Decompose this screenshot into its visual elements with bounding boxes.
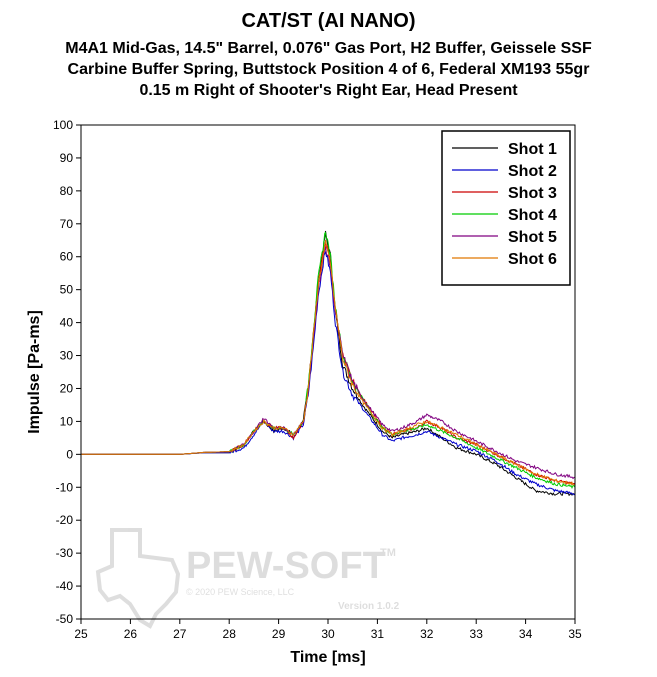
- y-tick-label: 10: [60, 414, 74, 428]
- legend-label-shot-6: Shot 6: [508, 251, 557, 268]
- series-line-shot-6: [81, 239, 576, 486]
- x-tick-label: 26: [124, 627, 138, 641]
- x-tick-label: 29: [272, 627, 286, 641]
- y-tick-label: -30: [56, 546, 74, 560]
- axes-group: 25 26 27 28 29 30 31 32 33 34 35 -50 -40 -30 -20 -10 0 10…: [53, 118, 582, 641]
- x-tick-label: 30: [321, 627, 335, 641]
- chart-subtitle-line-1: M4A1 Mid-Gas, 14.5" Barrel, 0.076" Gas P…: [65, 40, 592, 57]
- legend-box: [441, 130, 571, 286]
- y-tick-label: 80: [60, 184, 74, 198]
- y-tick-label: -50: [56, 612, 74, 626]
- plot-frame: [80, 124, 576, 620]
- legend-label-shot-1: Shot 1: [508, 141, 557, 158]
- legend: Shot 1 Shot 2 Shot 3 Shot 4 Shot 5 Shot 6: [441, 130, 571, 286]
- watermark-brand: PEW-SOFT: [186, 545, 386, 587]
- legend-label-shot-3: Shot 3: [508, 185, 557, 202]
- watermark-trademark: TM: [380, 547, 396, 559]
- y-tick-label: 0: [66, 447, 73, 461]
- watermark: PEW-SOFT TM © 2020 PEW Science, LLC Vers…: [95, 528, 400, 629]
- x-tick-label: 35: [568, 627, 582, 641]
- y-tick-label: 90: [60, 151, 74, 165]
- x-tick-label: 27: [173, 627, 187, 641]
- chart-subtitle-line-3: 0.15 m Right of Shooter's Right Ear, Hea…: [139, 82, 518, 99]
- y-tick-label: 40: [60, 316, 74, 330]
- y-tick-label: 60: [60, 250, 74, 264]
- chart-title: CAT/ST (AI NANO): [241, 10, 416, 32]
- y-tick-label: 50: [60, 283, 74, 297]
- x-axis-label: Time [ms]: [290, 649, 365, 666]
- legend-label-shot-5: Shot 5: [508, 229, 557, 246]
- watermark-version: Version 1.0.2: [338, 601, 400, 612]
- series-group: [81, 230, 576, 497]
- y-axis-label: Impulse [Pa-ms]: [26, 310, 43, 434]
- y-tick-label: -40: [56, 579, 74, 593]
- watermark-copyright: © 2020 PEW Science, LLC: [186, 587, 295, 597]
- x-tick-label: 32: [420, 627, 434, 641]
- x-tick-label: 34: [519, 627, 533, 641]
- texas-outline-icon: [95, 528, 181, 629]
- y-tick-label: -20: [56, 513, 74, 527]
- y-tick-label: 70: [60, 217, 74, 231]
- x-tick-label: 25: [74, 627, 88, 641]
- y-tick-label: 30: [60, 349, 74, 363]
- legend-label-shot-2: Shot 2: [508, 163, 557, 180]
- y-tick-label: 100: [53, 118, 73, 132]
- y-tick-label: 20: [60, 381, 74, 395]
- x-tick-label: 33: [470, 627, 484, 641]
- x-tick-label: 28: [223, 627, 237, 641]
- chart-subtitle-line-2: Carbine Buffer Spring, Buttstock Positio…: [67, 61, 590, 78]
- x-tick-label: 31: [371, 627, 385, 641]
- y-tick-label: -10: [56, 480, 74, 494]
- legend-label-shot-4: Shot 4: [508, 207, 557, 224]
